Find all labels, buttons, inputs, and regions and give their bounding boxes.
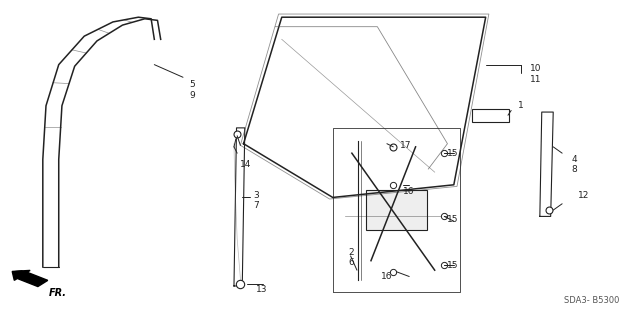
Text: 10
11: 10 11: [531, 64, 542, 84]
Text: 16: 16: [403, 187, 414, 196]
Text: 16: 16: [381, 272, 392, 281]
Text: 15: 15: [447, 149, 459, 158]
Text: 5
9: 5 9: [189, 80, 195, 100]
Text: SDA3- B5300: SDA3- B5300: [564, 296, 620, 305]
Text: 15: 15: [447, 215, 459, 224]
Text: FR.: FR.: [49, 287, 67, 298]
Text: 3
7: 3 7: [253, 191, 259, 210]
Text: 14: 14: [241, 160, 252, 169]
FancyBboxPatch shape: [472, 109, 509, 122]
Text: 12: 12: [578, 191, 589, 200]
FancyBboxPatch shape: [366, 190, 427, 230]
Text: 17: 17: [399, 141, 411, 150]
Text: 15: 15: [447, 261, 459, 270]
FancyArrow shape: [12, 271, 48, 286]
Text: 13: 13: [256, 285, 268, 294]
Text: 1: 1: [518, 101, 524, 110]
Text: 2
6: 2 6: [349, 248, 355, 267]
Text: 4
8: 4 8: [572, 154, 577, 174]
